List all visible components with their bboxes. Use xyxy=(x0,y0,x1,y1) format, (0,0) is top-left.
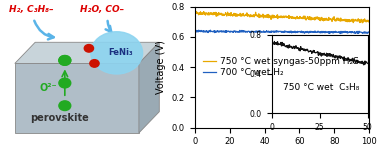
750 °C wet syngas-50ppm H₂S xyxy=(224,13,228,15)
700 °C wet H₂ xyxy=(272,32,276,33)
Y-axis label: Voltage (V): Voltage (V) xyxy=(156,40,166,94)
Circle shape xyxy=(59,56,71,65)
Text: H₂, C₃H₈–: H₂, C₃H₈– xyxy=(9,5,54,14)
Polygon shape xyxy=(15,63,139,133)
700 °C wet H₂ xyxy=(338,33,343,34)
700 °C wet H₂ xyxy=(309,31,314,33)
750 °C wet syngas-50ppm H₂S xyxy=(324,19,329,21)
700 °C wet H₂ xyxy=(224,30,228,32)
700 °C wet H₂ xyxy=(296,31,300,33)
Circle shape xyxy=(59,101,71,111)
Text: perovskite: perovskite xyxy=(30,113,89,123)
Circle shape xyxy=(84,45,93,52)
Polygon shape xyxy=(15,42,159,63)
Legend: 750 °C wet syngas-50ppm H₂S, 700 °C wet H₂: 750 °C wet syngas-50ppm H₂S, 700 °C wet … xyxy=(203,57,359,77)
750 °C wet syngas-50ppm H₂S xyxy=(309,18,314,20)
Text: O²⁻: O²⁻ xyxy=(39,83,57,93)
750 °C wet syngas-50ppm H₂S xyxy=(192,11,197,13)
Line: 700 °C wet H₂: 700 °C wet H₂ xyxy=(195,30,369,34)
Circle shape xyxy=(59,56,71,65)
700 °C wet H₂ xyxy=(192,30,197,32)
700 °C wet H₂ xyxy=(197,29,201,31)
750 °C wet syngas-50ppm H₂S xyxy=(360,22,364,24)
700 °C wet H₂ xyxy=(324,31,329,33)
750 °C wet syngas-50ppm H₂S xyxy=(367,20,372,22)
750 °C wet syngas-50ppm H₂S xyxy=(272,15,276,16)
750 °C wet syngas-50ppm H₂S xyxy=(194,11,199,12)
Circle shape xyxy=(90,60,99,67)
Polygon shape xyxy=(139,42,159,133)
750 °C wet syngas-50ppm H₂S xyxy=(238,15,242,17)
Text: FeNi₃: FeNi₃ xyxy=(108,48,133,57)
Line: 750 °C wet syngas-50ppm H₂S: 750 °C wet syngas-50ppm H₂S xyxy=(195,11,369,23)
700 °C wet H₂ xyxy=(367,31,372,33)
750 °C wet syngas-50ppm H₂S xyxy=(296,17,300,19)
Text: H₂O, CO–: H₂O, CO– xyxy=(80,5,124,14)
Circle shape xyxy=(91,32,143,74)
Circle shape xyxy=(59,78,71,88)
700 °C wet H₂ xyxy=(238,29,242,31)
